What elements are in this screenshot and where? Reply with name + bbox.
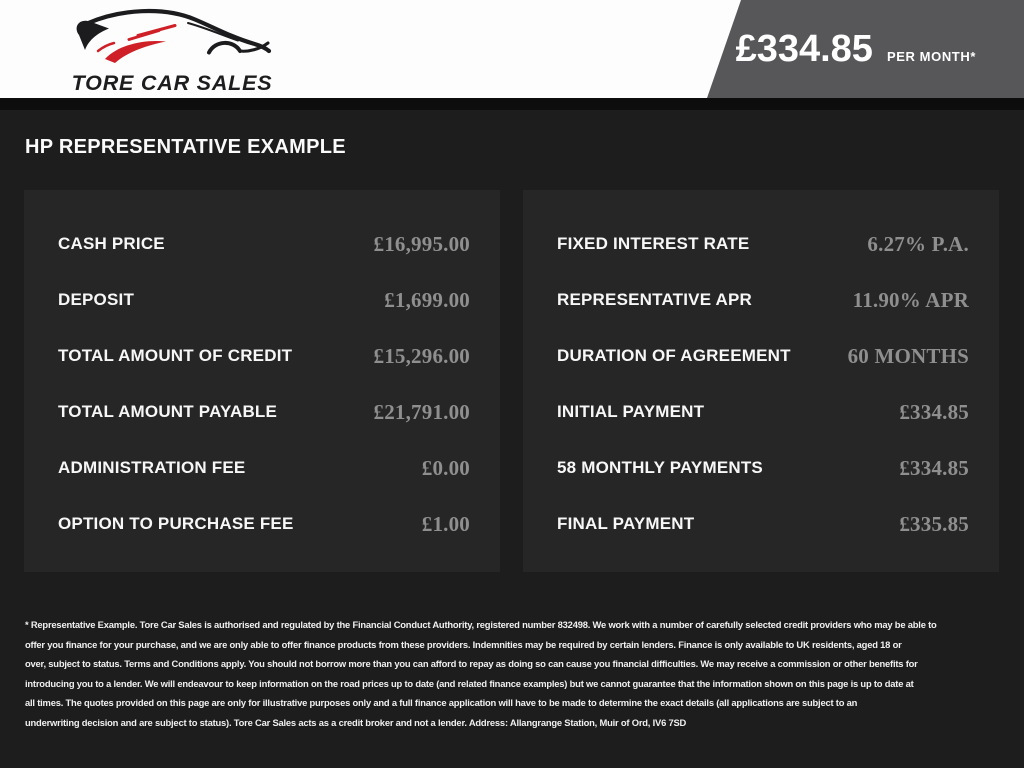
page-title: HP REPRESENTATIVE EXAMPLE bbox=[25, 136, 346, 158]
header: TORE CAR SALES £334.85 PER MONTH* bbox=[0, 0, 1024, 98]
disclaimer-line: all times. The quotes provided on this p… bbox=[25, 697, 858, 708]
finance-value: £334.85 bbox=[899, 399, 969, 424]
finance-label: 58 MONTHLY PAYMENTS bbox=[557, 458, 763, 477]
finance-label: DURATION OF AGREEMENT bbox=[557, 346, 791, 365]
header-divider bbox=[0, 98, 1024, 110]
finance-value: £16,995.00 bbox=[373, 231, 470, 256]
finance-row-monthly-payments: 58 MONTHLY PAYMENTS £334.85 bbox=[557, 440, 969, 496]
disclaimer-line: offer you finance for your purchase, and… bbox=[25, 638, 902, 650]
finance-row-final-payment: FINAL PAYMENT £335.85 bbox=[557, 496, 969, 552]
finance-label: FIXED INTEREST RATE bbox=[557, 234, 750, 253]
finance-row-interest-rate: FIXED INTEREST RATE 6.27% P.A. bbox=[557, 216, 969, 272]
finance-row-admin-fee: ADMINISTRATION FEE £0.00 bbox=[58, 440, 470, 496]
finance-value: £0.00 bbox=[421, 455, 470, 480]
finance-row-apr: REPRESENTATIVE APR 11.90% APR bbox=[557, 272, 969, 328]
finance-label: REPRESENTATIVE APR bbox=[557, 290, 753, 309]
finance-row-total-payable: TOTAL AMOUNT PAYABLE £21,791.00 bbox=[58, 384, 470, 440]
finance-label: TOTAL AMOUNT PAYABLE bbox=[58, 402, 278, 421]
finance-value: £334.85 bbox=[899, 455, 969, 480]
finance-value: £335.85 bbox=[899, 511, 969, 536]
disclaimer-line: introducing you to a lender. We will end… bbox=[25, 677, 914, 689]
finance-row-initial-payment: INITIAL PAYMENT £334.85 bbox=[557, 384, 969, 440]
finance-label: CASH PRICE bbox=[58, 234, 165, 253]
monthly-price-suffix: PER MONTH* bbox=[886, 49, 976, 64]
finance-row-cash-price: CASH PRICE £16,995.00 bbox=[58, 216, 470, 272]
brand-logo[interactable]: TORE CAR SALES bbox=[72, 6, 272, 98]
disclaimer-line: * Representative Example. Tore Car Sales… bbox=[25, 619, 937, 630]
finance-value: 60 MONTHS bbox=[847, 343, 969, 368]
finance-label: OPTION TO PURCHASE FEE bbox=[58, 514, 294, 533]
finance-label: INITIAL PAYMENT bbox=[557, 402, 705, 421]
finance-label: ADMINISTRATION FEE bbox=[58, 458, 246, 477]
finance-value: £15,296.00 bbox=[373, 343, 470, 368]
finance-label: DEPOSIT bbox=[58, 290, 135, 309]
finance-row-duration: DURATION OF AGREEMENT 60 MONTHS bbox=[557, 328, 969, 384]
finance-label: TOTAL AMOUNT OF CREDIT bbox=[58, 346, 293, 365]
finance-value: 6.27% P.A. bbox=[867, 231, 969, 256]
finance-label: FINAL PAYMENT bbox=[557, 514, 695, 533]
car-logo-icon: TORE CAR SALES bbox=[72, 8, 272, 95]
disclaimer: * Representative Example. Tore Car Sales… bbox=[25, 615, 1001, 732]
disclaimer-line: over, subject to status. Terms and Condi… bbox=[25, 658, 918, 669]
price-banner: £334.85 PER MONTH* bbox=[707, 0, 1024, 98]
disclaimer-line: underwriting decision and are subject to… bbox=[25, 716, 687, 728]
monthly-price: £334.85 bbox=[735, 28, 873, 70]
finance-value: £21,791.00 bbox=[373, 399, 470, 424]
finance-row-deposit: DEPOSIT £1,699.00 bbox=[58, 272, 470, 328]
finance-row-option-fee: OPTION TO PURCHASE FEE £1.00 bbox=[58, 496, 470, 552]
brand-name: TORE CAR SALES bbox=[72, 71, 272, 95]
finance-value: £1,699.00 bbox=[384, 287, 470, 312]
finance-row-total-credit: TOTAL AMOUNT OF CREDIT £15,296.00 bbox=[58, 328, 470, 384]
finance-panel-right: FIXED INTEREST RATE 6.27% P.A. REPRESENT… bbox=[523, 190, 999, 572]
finance-value: £1.00 bbox=[421, 511, 470, 536]
finance-value: 11.90% APR bbox=[852, 287, 969, 312]
finance-panel-left: CASH PRICE £16,995.00 DEPOSIT £1,699.00 … bbox=[24, 190, 500, 572]
